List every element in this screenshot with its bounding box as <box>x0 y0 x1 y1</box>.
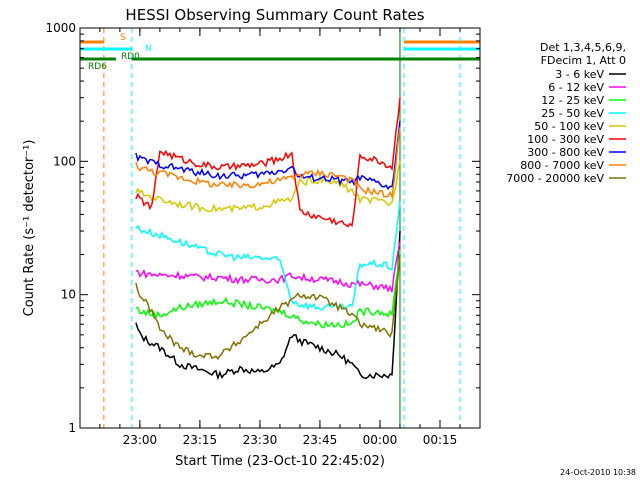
series-line <box>135 231 401 381</box>
footer-date: 24-Oct-2010 10:38 <box>560 468 636 477</box>
series-line <box>135 254 401 361</box>
x-tick-label: 23:15 <box>183 433 218 447</box>
state-label: RD0 <box>121 52 140 62</box>
chart-title: HESSI Observing Summary Count Rates <box>125 6 424 24</box>
y-tick-label: 1000 <box>45 21 76 35</box>
legend-header: FDecim 1, Att 0 <box>541 54 626 67</box>
legend-entry-label: 300 - 800 keV <box>527 146 604 159</box>
y-tick-label: 1 <box>68 421 76 435</box>
legend-entry-label: 50 - 100 keV <box>534 120 604 133</box>
legend-entry-label: 100 - 300 keV <box>527 133 604 146</box>
x-axis-label: Start Time (23-Oct-10 22:45:02) <box>175 454 385 469</box>
x-tick-label: 23:45 <box>303 433 338 447</box>
axes: 1 10 100 1000 23:00 23:15 23:30 23:45 00:00 00:15 <box>45 21 481 447</box>
plot-area: S N RD0 RD6 <box>79 28 480 428</box>
legend-entry-label: 7000 - 20000 keV <box>506 172 604 185</box>
legend-entry-label: 25 - 50 keV <box>541 107 604 120</box>
x-tick-label: 00:15 <box>423 433 458 447</box>
legend: Det 1,3,4,5,6,9,FDecim 1, Att 03 - 6 keV… <box>506 41 626 185</box>
y-axis-label: Count Rate (s⁻¹ detector⁻¹) <box>22 140 37 317</box>
series-line <box>135 121 401 190</box>
x-tick-label: 00:00 <box>363 433 398 447</box>
x-tick-label: 23:00 <box>123 433 158 447</box>
legend-entry-label: 3 - 6 keV <box>555 68 604 81</box>
legend-header: Det 1,3,4,5,6,9, <box>540 41 626 54</box>
y-tick-label: 10 <box>61 288 76 302</box>
series-line <box>135 241 401 293</box>
y-tick-label: 100 <box>53 154 76 168</box>
series-line <box>135 97 401 228</box>
legend-entry-label: 800 - 7000 keV <box>520 159 604 172</box>
series-line <box>135 127 401 200</box>
plot-frame <box>79 27 481 429</box>
series-line <box>135 201 401 311</box>
legend-entry-label: 12 - 25 keV <box>541 94 604 107</box>
rear-decimation-label: RD6 <box>88 62 107 72</box>
state-label: N <box>145 44 152 54</box>
x-tick-label: 23:30 <box>243 433 278 447</box>
state-label: S <box>120 33 126 43</box>
series-line <box>135 248 401 329</box>
legend-entry-label: 6 - 12 keV <box>548 81 604 94</box>
